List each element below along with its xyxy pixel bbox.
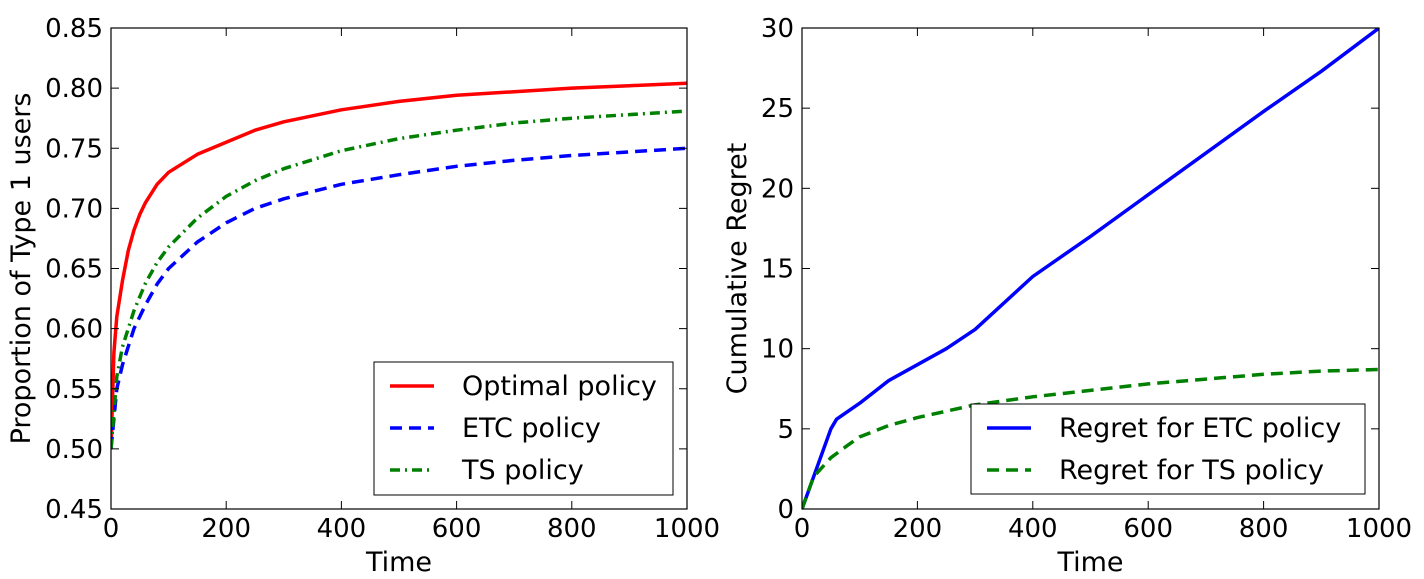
chart-2: 0 200 400 600 800 1000 0 5 10 15 20 25 30 Time Cumulat… bbox=[722, 14, 1412, 578]
legend-label-2: ETC policy bbox=[462, 413, 601, 444]
y-tick-label: 0.50 bbox=[45, 435, 103, 465]
y-tick-label: 25 bbox=[761, 94, 794, 124]
x-tick-label: 0 bbox=[103, 514, 120, 544]
x-axis-label: Time bbox=[1056, 547, 1123, 578]
y-tick-label: 15 bbox=[761, 255, 794, 285]
y-tick-label: 10 bbox=[761, 335, 794, 365]
x-tick-label: 400 bbox=[1008, 514, 1058, 544]
y-tick-label: 0.60 bbox=[45, 315, 103, 345]
y-tick-label: 0.85 bbox=[45, 14, 103, 44]
series-line-2 bbox=[802, 367, 1379, 509]
legend-box bbox=[970, 403, 1366, 495]
legend: Regret for ETC policy Regret for TS polic… bbox=[970, 403, 1366, 495]
x-tick-label: 0 bbox=[794, 514, 811, 544]
x-tick-label: 200 bbox=[893, 514, 943, 544]
legend-label-1: Regret for ETC policy bbox=[1059, 413, 1341, 444]
legend-label-2: Regret for TS policy bbox=[1059, 455, 1324, 486]
y-axis-label: Cumulative Regret bbox=[722, 143, 753, 395]
series-line-1 bbox=[802, 28, 1379, 509]
y-tick-label: 0.45 bbox=[45, 495, 103, 525]
y-tick-label: 0 bbox=[777, 495, 794, 525]
series-line-3 bbox=[111, 109, 687, 450]
legend-label-1: Optimal policy bbox=[462, 371, 657, 402]
legend: Optimal policy ETC policy TS policy bbox=[373, 361, 674, 496]
series-line-1 bbox=[111, 81, 687, 449]
legend-label-3: TS policy bbox=[461, 455, 584, 486]
y-tick-label: 0.75 bbox=[45, 134, 103, 164]
x-tick-label: 200 bbox=[201, 514, 251, 544]
x-axis-label: Time bbox=[365, 547, 432, 578]
y-tick-label: 5 bbox=[777, 415, 794, 445]
x-tick-label: 800 bbox=[547, 514, 597, 544]
y-tick-label: 0.65 bbox=[45, 255, 103, 285]
legend-box bbox=[373, 361, 674, 496]
chart-1: 0 200 400 600 800 1000 0.45 0.50 0.55 0.60 0.65 0.7… bbox=[6, 14, 720, 578]
y-tick-label: 0.70 bbox=[45, 194, 103, 224]
y-tick-label: 30 bbox=[761, 14, 794, 44]
y-axis-label: Proportion of Type 1 users bbox=[6, 93, 37, 445]
x-tick-label: 800 bbox=[1239, 514, 1289, 544]
y-tick-label: 20 bbox=[761, 174, 794, 204]
x-tick-label: 600 bbox=[1123, 514, 1173, 544]
series-line-2 bbox=[111, 146, 687, 450]
x-tick-label: 400 bbox=[317, 514, 367, 544]
y-tick-label: 0.80 bbox=[45, 74, 103, 104]
x-tick-label: 600 bbox=[432, 514, 482, 544]
x-tick-label: 1000 bbox=[654, 514, 720, 544]
x-tick-label: 1000 bbox=[1346, 514, 1412, 544]
y-tick-label: 0.55 bbox=[45, 375, 103, 405]
